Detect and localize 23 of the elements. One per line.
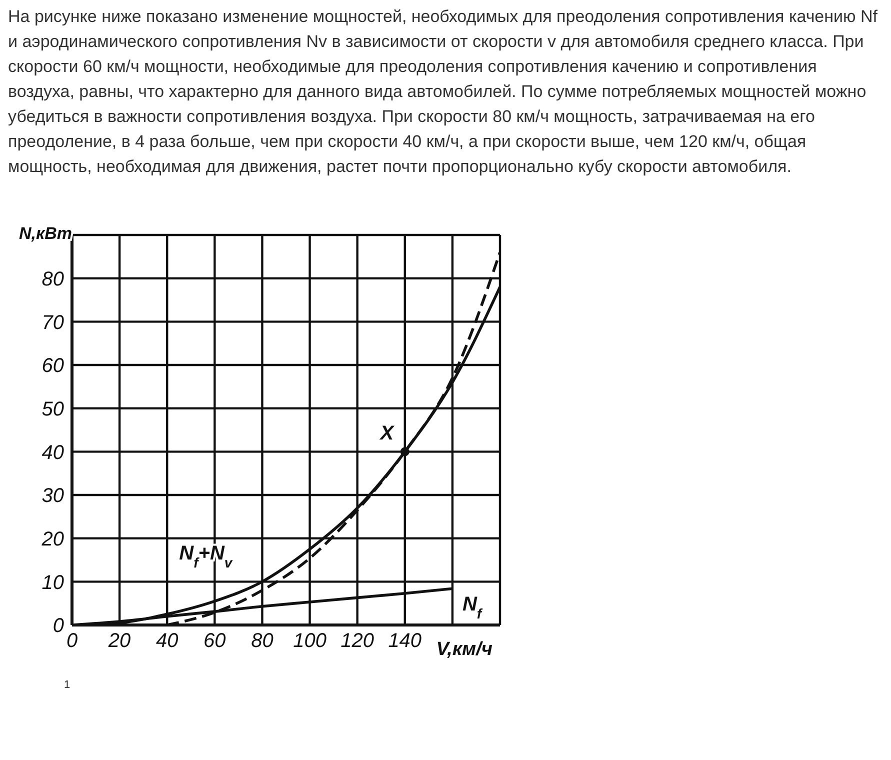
chart-title: На рисунке ниже показано изменение мощностей, необходимых для преодоления сопротивления качению Nf и аэродинамического сопротивления Nv в зависимости от скорости v для автомобиля среднего класса. При скорости 60 км/ч мощности, необходимые для преодоления сопротивления качению и сопротивления воздуха, равны, что характерно для данного вида автомобилей. По сумме потребляемых мощностей можно убедиться в важности сопротивления воздуха. При скорости 80 км/ч мощность, затрачиваемая на его преодоление, в 4 раза больше, чем при скорости 40 км/ч, а при скорости выше, чем 120 км/ч, общая мощность, необходимая для движения, растет почти пропорционально кубу скорости автомобиля. [8,6,878,178]
y-tick-label: 0 [52,615,64,638]
y-tick-label: 40 [42,442,64,464]
text: 1 [64,679,72,691]
y-tick-label: 10 [42,572,64,594]
y-tick-label: 30 [42,485,64,508]
y-tick-label: 20 [40,528,64,550]
y-tick-label: 70 [42,312,64,334]
x-tick-label: 100 [293,630,326,652]
x-tick-label: 120 [340,630,374,652]
annotation: X [379,422,396,445]
y-axis-title: N,кВт [18,224,72,243]
x-tick-label: 140 [388,630,422,652]
x-tick-label: 80 [251,630,274,652]
y-tick-label: 50 [42,398,64,420]
x-tick-label: 40 [156,630,178,652]
y-tick-label: 60 [42,355,64,378]
x-tick-label: 20 [107,630,131,652]
x-axis-title: V,км/ч [436,639,492,660]
series-label: N$_{f}$ [462,594,483,622]
x-tick-label: 60 [204,630,226,652]
x-tick-label: 0 [66,630,78,652]
y-tick-label: 80 [42,268,64,290]
